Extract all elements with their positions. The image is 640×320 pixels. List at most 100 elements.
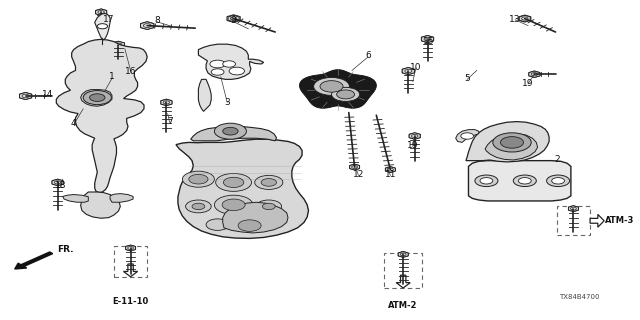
Circle shape: [206, 219, 229, 230]
Circle shape: [210, 60, 225, 68]
Circle shape: [256, 200, 282, 213]
Polygon shape: [485, 134, 538, 160]
Text: 3: 3: [225, 98, 230, 107]
Polygon shape: [161, 99, 172, 106]
Text: 19: 19: [407, 141, 419, 150]
Circle shape: [493, 133, 531, 152]
Circle shape: [261, 179, 276, 186]
Polygon shape: [402, 68, 415, 75]
Circle shape: [320, 81, 343, 92]
Text: 11: 11: [385, 170, 396, 179]
Polygon shape: [81, 192, 120, 218]
Circle shape: [475, 175, 498, 187]
Circle shape: [186, 200, 211, 213]
Text: 16: 16: [125, 68, 137, 76]
Polygon shape: [112, 41, 125, 48]
Text: 9: 9: [231, 16, 236, 25]
Text: 18: 18: [55, 181, 67, 190]
Circle shape: [238, 220, 261, 231]
FancyArrow shape: [15, 252, 52, 269]
Polygon shape: [421, 36, 434, 43]
Polygon shape: [223, 202, 288, 233]
Text: 2: 2: [554, 156, 559, 164]
Text: 12: 12: [353, 170, 364, 179]
Polygon shape: [568, 206, 579, 212]
Circle shape: [461, 133, 474, 139]
Circle shape: [223, 177, 244, 188]
Circle shape: [216, 173, 252, 191]
Polygon shape: [518, 15, 531, 22]
Polygon shape: [19, 92, 32, 100]
Circle shape: [518, 178, 531, 184]
Circle shape: [262, 203, 275, 210]
Polygon shape: [176, 139, 308, 238]
Circle shape: [223, 61, 236, 67]
Polygon shape: [141, 22, 154, 29]
Polygon shape: [402, 68, 415, 75]
Polygon shape: [112, 41, 125, 48]
Circle shape: [214, 195, 253, 214]
Circle shape: [547, 175, 570, 187]
Polygon shape: [95, 9, 107, 15]
Polygon shape: [161, 99, 172, 106]
Polygon shape: [63, 195, 88, 202]
Polygon shape: [52, 179, 63, 186]
Polygon shape: [141, 22, 154, 29]
Polygon shape: [590, 214, 604, 227]
Text: 13: 13: [509, 15, 521, 24]
Text: TX84B4700: TX84B4700: [559, 294, 600, 300]
Polygon shape: [198, 79, 211, 111]
Circle shape: [314, 77, 349, 95]
Polygon shape: [198, 44, 264, 79]
Polygon shape: [300, 70, 376, 108]
Circle shape: [90, 94, 105, 101]
Polygon shape: [52, 179, 63, 186]
Text: 15: 15: [423, 37, 435, 46]
Text: ATM-2: ATM-2: [388, 301, 418, 310]
Circle shape: [214, 123, 246, 139]
Polygon shape: [349, 164, 360, 170]
Text: 17: 17: [103, 15, 115, 24]
Circle shape: [332, 87, 360, 101]
Polygon shape: [349, 164, 360, 170]
Polygon shape: [385, 167, 396, 172]
Polygon shape: [529, 71, 540, 77]
Polygon shape: [398, 252, 408, 257]
Circle shape: [552, 178, 564, 184]
Polygon shape: [421, 36, 434, 43]
Polygon shape: [110, 194, 133, 202]
Text: 8: 8: [154, 16, 159, 25]
Text: ATM-3: ATM-3: [605, 216, 635, 225]
Polygon shape: [125, 245, 136, 251]
Text: 7: 7: [167, 117, 172, 126]
Polygon shape: [568, 206, 579, 212]
Polygon shape: [81, 90, 112, 106]
Polygon shape: [385, 167, 396, 172]
Text: 6: 6: [365, 52, 371, 60]
Polygon shape: [228, 15, 239, 22]
Text: 19: 19: [522, 79, 534, 88]
Polygon shape: [468, 161, 571, 201]
Circle shape: [337, 90, 355, 99]
Polygon shape: [124, 264, 138, 277]
Circle shape: [229, 67, 244, 75]
Text: 1: 1: [109, 72, 115, 81]
Text: 5: 5: [465, 74, 470, 83]
Text: 10: 10: [410, 63, 422, 72]
Polygon shape: [529, 71, 540, 77]
Text: FR.: FR.: [58, 245, 74, 254]
Text: 14: 14: [42, 90, 54, 99]
Circle shape: [255, 175, 283, 189]
Polygon shape: [409, 133, 420, 139]
Polygon shape: [466, 122, 549, 162]
Circle shape: [189, 174, 208, 184]
Text: 4: 4: [71, 119, 76, 128]
Circle shape: [97, 24, 108, 29]
Text: E-11-10: E-11-10: [113, 297, 148, 306]
Polygon shape: [95, 13, 110, 40]
Polygon shape: [125, 245, 136, 251]
Circle shape: [513, 175, 536, 187]
Circle shape: [223, 127, 238, 135]
Polygon shape: [519, 15, 531, 22]
Polygon shape: [56, 39, 147, 193]
